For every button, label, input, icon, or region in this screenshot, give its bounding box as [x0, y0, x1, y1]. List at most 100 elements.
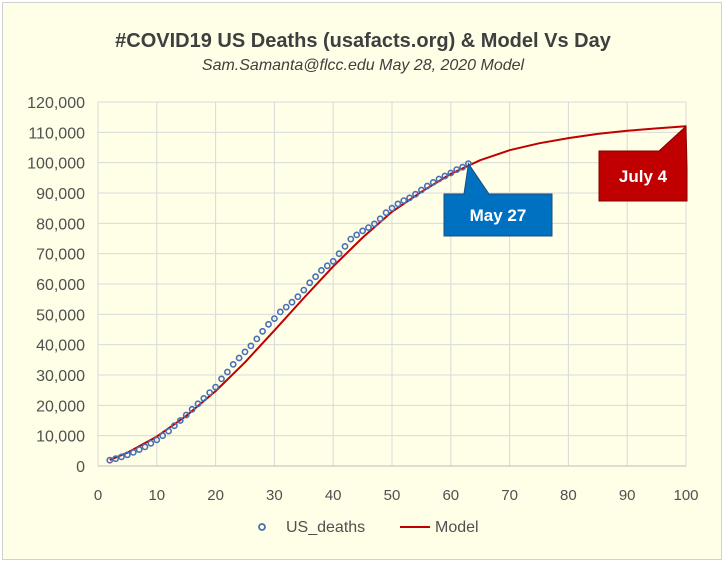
us-deaths-point: [400, 197, 408, 204]
us-deaths-point: [382, 209, 390, 217]
us-deaths-point: [235, 354, 243, 362]
us-deaths-point: [276, 308, 284, 316]
us-deaths-point: [288, 298, 296, 306]
us-deaths-point: [388, 204, 396, 212]
us-deaths-point: [435, 175, 443, 183]
us-deaths-point: [218, 375, 225, 383]
y-tick-label: 100,000: [27, 156, 85, 173]
us-deaths-point: [282, 303, 290, 311]
x-tick-label: 60: [442, 487, 459, 504]
us-deaths-point: [106, 456, 114, 464]
chart-title: #COVID19 US Deaths (usafacts.org) & Mode…: [115, 30, 612, 52]
us-deaths-point: [147, 439, 155, 447]
us-deaths-point: [182, 411, 190, 419]
us-deaths-point: [212, 383, 219, 391]
us-deaths-point: [376, 215, 384, 223]
us-deaths-point: [453, 166, 461, 173]
us-deaths-point: [417, 186, 425, 194]
y-tick-label: 80,000: [36, 216, 85, 233]
us-deaths-point: [165, 427, 172, 435]
x-tick-label: 80: [560, 487, 577, 504]
chart-subtitle: Sam.Samanta@flcc.edu May 28, 2020 Model: [202, 57, 525, 74]
y-tick-label: 20,000: [36, 398, 85, 415]
us-deaths-point: [317, 266, 325, 274]
chart-svg: #COVID19 US Deaths (usafacts.org) & Mode…: [27, 30, 698, 536]
us-deaths-point: [447, 169, 455, 177]
us-deaths-point: [118, 453, 125, 461]
us-deaths-point: [141, 443, 149, 451]
us-deaths-point: [153, 436, 161, 444]
y-tick-label: 50,000: [36, 307, 85, 324]
may-27-callout-label: May 27: [470, 206, 527, 225]
may-27-callout-box: [443, 162, 553, 237]
y-tick-label: 120,000: [27, 95, 85, 112]
us-deaths-point: [241, 348, 249, 356]
x-tick-label: 90: [619, 487, 636, 504]
us-deaths-point: [406, 194, 413, 202]
us-deaths-point: [223, 368, 231, 376]
us-deaths-point: [353, 231, 361, 239]
us-deaths-point: [312, 273, 319, 281]
us-deaths-point: [329, 257, 337, 265]
us-deaths-point: [188, 405, 196, 413]
y-tick-label: 40,000: [36, 338, 85, 355]
legend-us-deaths-marker: [258, 523, 266, 531]
y-tick-label: 90,000: [36, 186, 85, 203]
y-tick-label: 110,000: [28, 125, 85, 142]
july-4-callout-box: [598, 125, 688, 202]
us-deaths-point: [347, 235, 355, 243]
x-tick-label: 40: [325, 487, 342, 504]
y-tick-label: 10,000: [36, 429, 85, 446]
y-tick-label: 70,000: [36, 247, 85, 264]
us-deaths-point: [247, 342, 255, 350]
us-deaths-point: [306, 279, 314, 287]
us-deaths-point: [170, 422, 178, 430]
us-deaths-point: [300, 286, 308, 294]
us-deaths-point: [200, 394, 208, 402]
y-tick-label: 30,000: [36, 368, 85, 385]
us-deaths-point: [265, 320, 272, 328]
series: [106, 125, 687, 464]
us-deaths-point: [194, 400, 202, 408]
model-line: [109, 125, 687, 461]
us-deaths-point: [359, 227, 366, 235]
x-tick-label: 20: [207, 487, 224, 504]
x-tick-label: 70: [501, 487, 518, 504]
x-tick-label: 30: [266, 487, 283, 504]
us-deaths-point: [159, 432, 167, 440]
us-deaths-point: [459, 163, 466, 171]
us-deaths-point: [206, 389, 214, 396]
us-deaths-point: [365, 224, 372, 231]
us-deaths-point: [441, 172, 449, 180]
us-deaths-point: [124, 451, 131, 459]
axes: 0 10,000 20,000 30,000 40,000 50,000 60,000 70,…: [27, 95, 698, 504]
callouts: May 27 July 4: [443, 125, 688, 237]
us-deaths-point: [229, 360, 237, 368]
gridlines: [97, 101, 687, 467]
july-4-callout-label: July 4: [619, 167, 668, 186]
us-deaths-point: [135, 446, 143, 453]
us-deaths-point: [370, 220, 378, 228]
us-deaths-point: [323, 262, 331, 270]
us-deaths-point: [176, 417, 184, 424]
us-deaths-point: [112, 455, 119, 463]
legend: US_deaths Model: [258, 519, 479, 536]
us-deaths-point: [270, 315, 278, 322]
x-tick-label: 0: [94, 487, 102, 504]
us-deaths-point: [423, 182, 431, 190]
us-deaths-point: [335, 250, 343, 258]
us-deaths-point: [412, 190, 419, 198]
x-tick-label: 10: [148, 487, 165, 504]
y-tick-label: 0: [76, 459, 85, 476]
x-tick-label: 50: [384, 487, 401, 504]
us-deaths-point: [294, 293, 302, 301]
us-deaths-point: [341, 242, 349, 250]
chart-area: #COVID19 US Deaths (usafacts.org) & Mode…: [2, 2, 722, 560]
us-deaths-point: [253, 335, 261, 343]
legend-us-deaths-label: US_deaths: [286, 519, 365, 536]
y-tick-label: 60,000: [36, 277, 85, 294]
us-deaths-point: [129, 448, 137, 456]
us-deaths-point: [429, 178, 437, 186]
legend-model-label: Model: [435, 519, 479, 536]
x-tick-label: 100: [673, 487, 698, 504]
